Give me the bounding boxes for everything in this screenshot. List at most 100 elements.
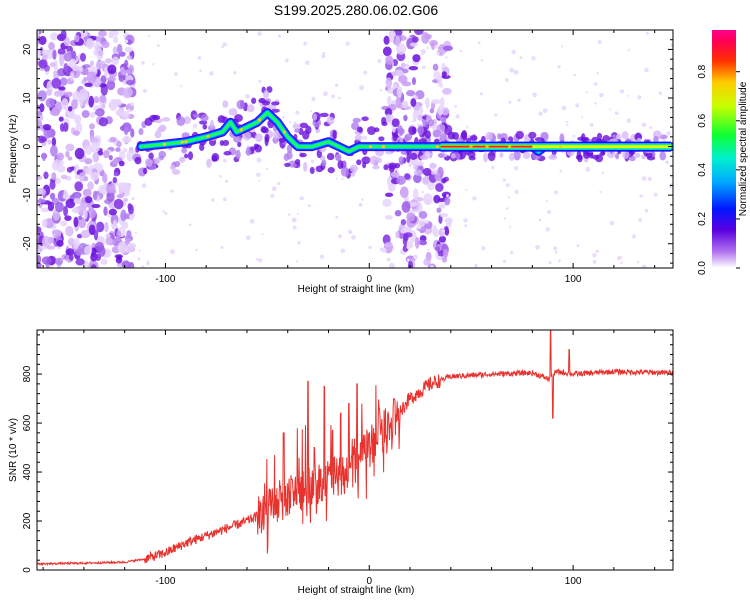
noise-blob [45, 89, 53, 96]
snr-line [37, 330, 673, 567]
y-tick-label: 10 [22, 92, 33, 104]
signal-halo-blob [264, 136, 269, 147]
noise-blob [68, 253, 74, 261]
noise-blob [31, 114, 37, 121]
noise-blob [79, 52, 86, 62]
noise-dot [288, 120, 292, 124]
noise-blob [441, 255, 448, 263]
noise-blob [394, 209, 402, 217]
noise-blob [90, 141, 100, 153]
noise-blob [63, 63, 68, 73]
snr-ticks: -100 0 100 0 200 400 600 800 [22, 330, 673, 587]
signal-halo-blob [385, 113, 391, 123]
noise-blob [105, 58, 112, 64]
noise-blob [90, 264, 97, 268]
noise-dot [127, 109, 131, 113]
signal-halo-blob [326, 116, 335, 125]
signal-halo-blob [286, 144, 293, 153]
noise-dot [122, 147, 128, 153]
noise-blob [106, 191, 115, 202]
noise-blob [117, 241, 128, 254]
noise-blob [64, 215, 72, 221]
noise-blob [92, 190, 98, 201]
hot-spot [507, 144, 512, 149]
noise-dot [345, 41, 350, 46]
signal-halo-blob [515, 130, 524, 140]
signal-halo-blob [534, 137, 544, 142]
noise-blob [429, 108, 435, 114]
noise-blob [109, 136, 117, 143]
noise-dot [535, 244, 540, 250]
noise-blob [432, 63, 439, 71]
noise-dot [445, 56, 448, 59]
noise-blob [384, 192, 394, 198]
noise-dot [446, 194, 449, 198]
noise-blob [441, 71, 447, 78]
noise-dot [502, 259, 507, 264]
noise-blob [387, 95, 392, 106]
noise-dot [580, 116, 584, 119]
noise-dot [287, 213, 291, 216]
noise-dot [195, 248, 198, 252]
noise-dot [310, 159, 315, 164]
noise-blob [100, 75, 107, 84]
noise-dot [599, 92, 604, 98]
signal-halo-blob [219, 140, 225, 146]
noise-blob [51, 137, 57, 147]
signal-halo-blob [469, 135, 478, 141]
noise-dot [627, 48, 630, 52]
noise-dot [666, 131, 671, 136]
y-tick-label: 800 [22, 365, 33, 382]
signal-halo-blob [178, 156, 186, 163]
noise-blob [406, 212, 416, 222]
noise-dot [434, 45, 438, 49]
signal-halo-blob [528, 131, 537, 139]
noise-blob [104, 221, 109, 233]
signal-halo-blob [184, 153, 189, 159]
hot-spot [180, 140, 184, 144]
noise-dot [291, 217, 297, 223]
signal-halo-blob [237, 141, 242, 148]
signal-halo-blob [636, 137, 642, 142]
noise-dot [335, 177, 338, 180]
noise-blob [108, 208, 117, 216]
signal-halo-blob [582, 151, 591, 159]
noise-dot [266, 167, 269, 171]
noise-dot [303, 41, 307, 46]
signal-halo-blob [202, 124, 208, 130]
y-tick-label: 0 [22, 143, 33, 149]
noise-dot [559, 169, 563, 173]
signal-halo-blob [246, 104, 255, 113]
noise-dot [597, 40, 602, 45]
y-tick-label: -20 [22, 236, 33, 251]
noise-blob [73, 216, 79, 228]
noise-blob [441, 191, 451, 198]
noise-blob [78, 215, 83, 220]
y-tick-label: 400 [22, 463, 33, 480]
noise-dot [296, 212, 299, 215]
noise-blob [73, 238, 80, 250]
noise-blob [407, 260, 414, 268]
noise-dot [422, 65, 426, 70]
noise-dot [408, 162, 413, 167]
signal-halo-blob [321, 159, 327, 167]
signal-halo-blob [513, 150, 521, 161]
noise-blob [431, 99, 441, 105]
noise-dot [554, 250, 558, 254]
signal-halo-blob [235, 149, 241, 160]
noise-blob [31, 261, 37, 267]
noise-blob [29, 153, 37, 163]
signal-halo-blob [378, 136, 385, 142]
noise-blob [419, 240, 427, 246]
noise-blob [395, 96, 402, 109]
noise-dot [639, 194, 643, 198]
noise-blob [119, 150, 126, 160]
noise-dot [255, 258, 259, 261]
signal-halo-blob [299, 122, 309, 129]
noise-dot [310, 110, 313, 113]
noise-dot [258, 79, 262, 83]
signal-halo-blob [595, 154, 604, 163]
signal-halo-blob [419, 154, 429, 161]
noise-blob [101, 41, 110, 49]
noise-dot [421, 191, 424, 194]
